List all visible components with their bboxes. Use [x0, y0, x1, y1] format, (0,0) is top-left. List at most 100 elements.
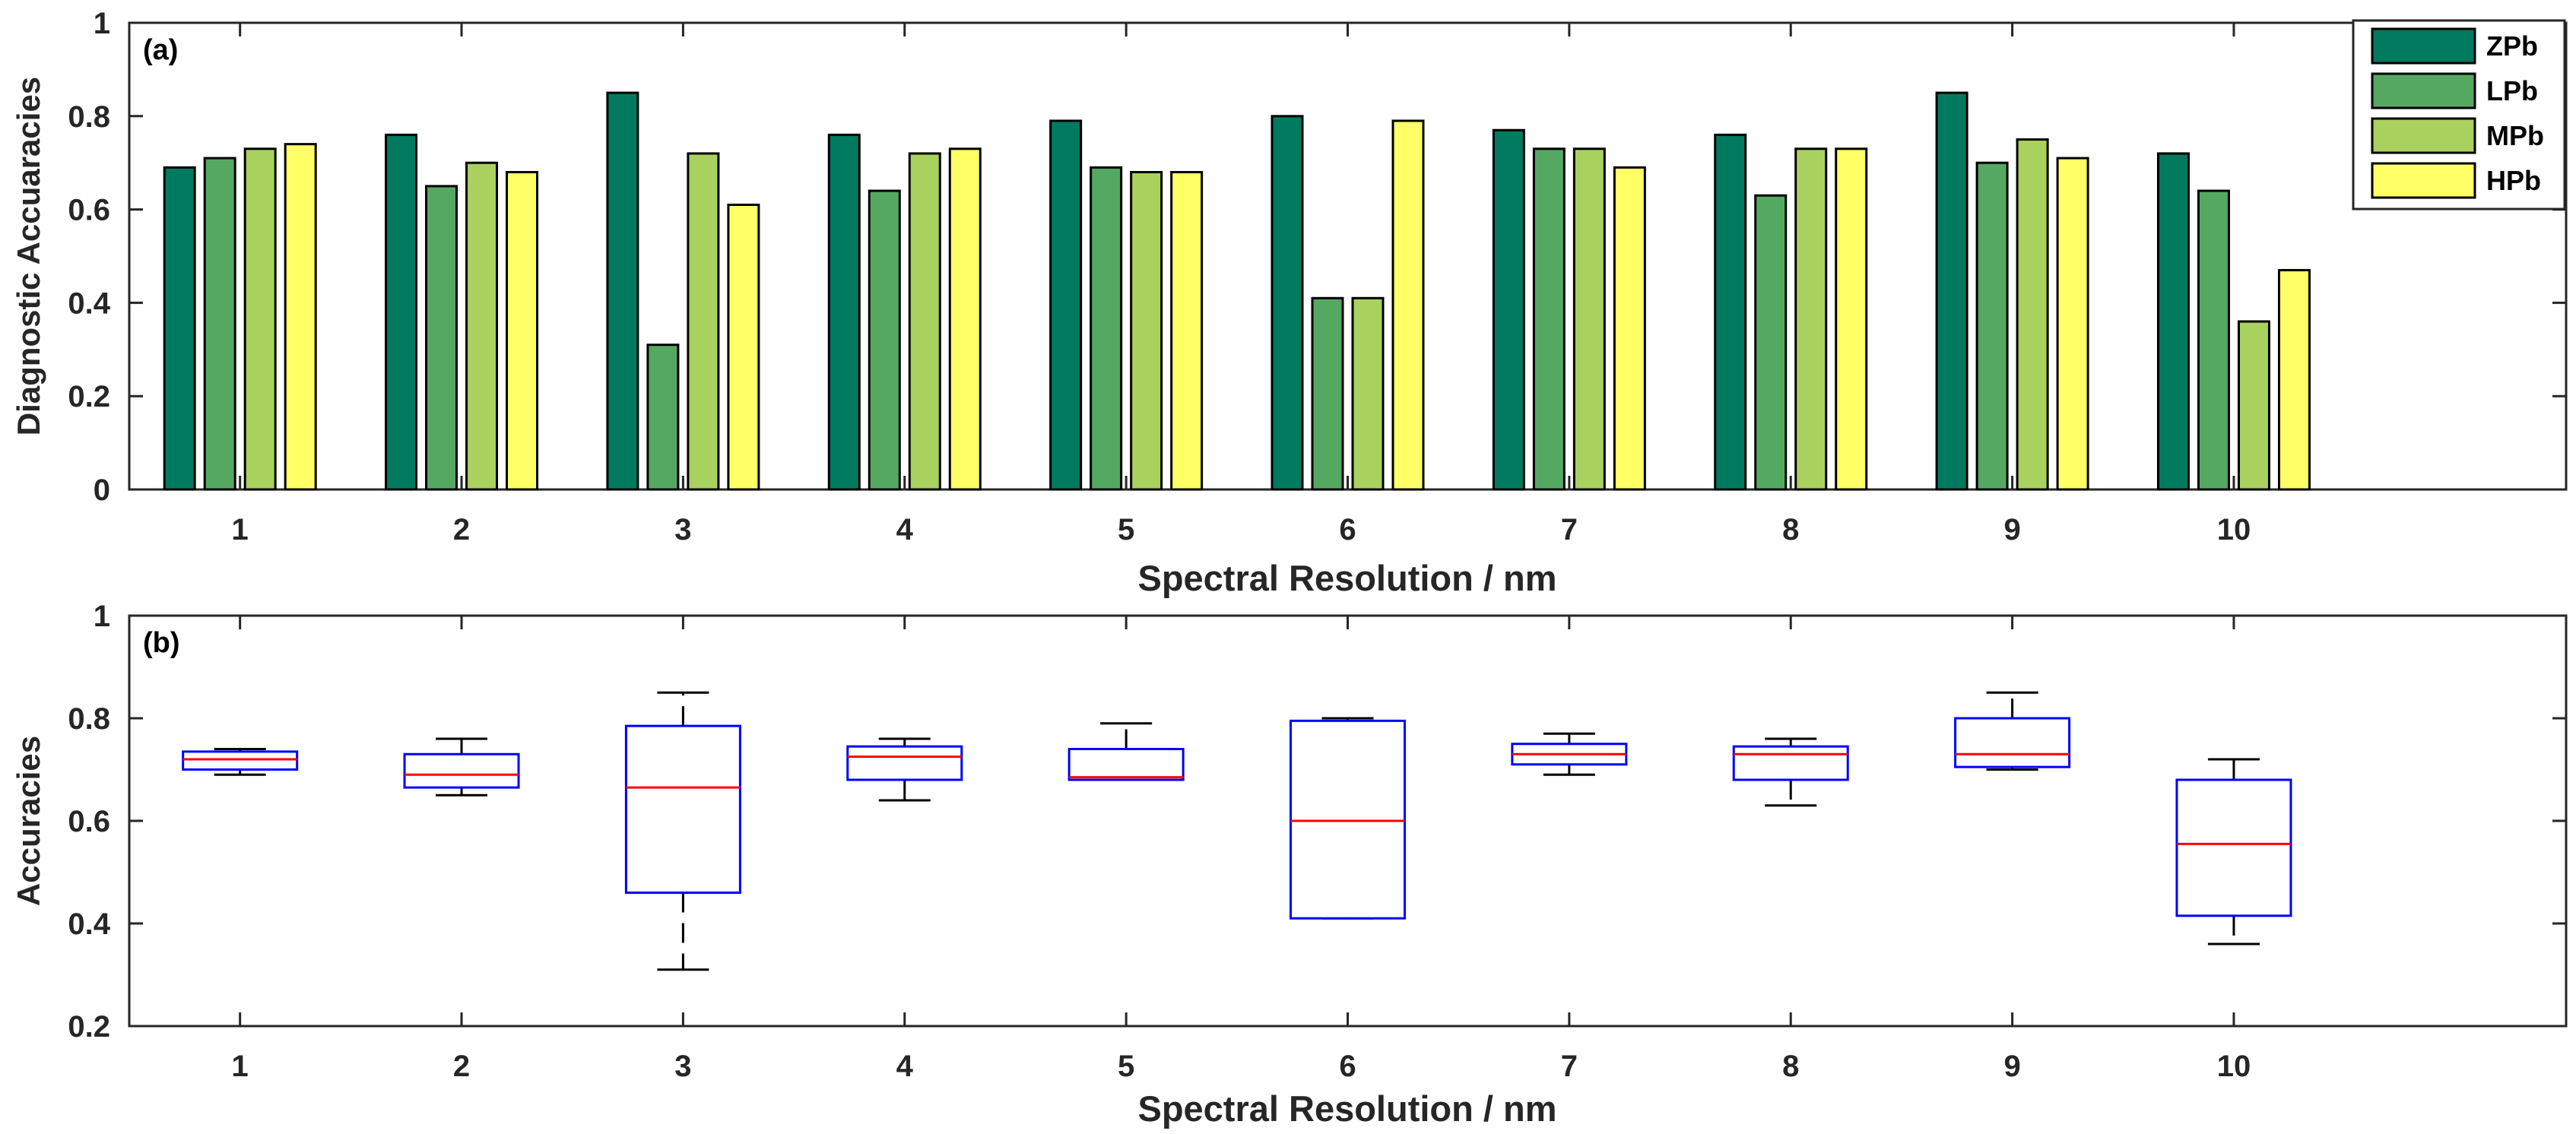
bar-zpb [827, 133, 861, 491]
x-tick-label: 10 [2217, 513, 2251, 546]
iqr-box [1068, 748, 1185, 781]
boxes [182, 691, 2292, 971]
y-tick-label: 0.4 [68, 908, 110, 941]
y-tick-label: 0.6 [68, 805, 110, 838]
box-plot [2175, 758, 2292, 946]
bar-lpb [646, 344, 680, 491]
legend-label: MPb [2486, 120, 2544, 151]
iqr-box [1732, 745, 1849, 781]
panel-label: (b) [143, 627, 180, 659]
x-tick-label: 4 [896, 513, 914, 546]
bar-hpb [948, 147, 982, 491]
box-plot [846, 737, 963, 802]
iqr-box [1290, 719, 1406, 920]
x-tick-label: 1 [232, 513, 249, 546]
y-axis-label: Diagnostic Accuaracies [11, 77, 46, 436]
bar-mpb [908, 152, 941, 491]
x-tick-label: 1 [232, 1050, 249, 1083]
bar-mpb [687, 152, 720, 491]
x-axis-label: Spectral Resolution / nm [1137, 1088, 1556, 1129]
iqr-box [2175, 778, 2292, 917]
bar-zpb [163, 166, 196, 491]
x-axis-label: Spectral Resolution / nm [1137, 558, 1556, 598]
iqr-box [403, 752, 520, 789]
bar-lpb [1975, 161, 2009, 491]
bar-mpb [1130, 170, 1163, 491]
bar-hpb [506, 170, 539, 491]
legend-label: HPb [2486, 165, 2541, 196]
x-tick-label: 7 [1561, 513, 1578, 546]
y-tick-label: 0.6 [68, 194, 110, 227]
panel-label: (a) [143, 34, 178, 66]
x-tick-label: 5 [1118, 513, 1134, 546]
x-tick-label: 7 [1561, 1050, 1578, 1083]
bar-hpb [284, 143, 317, 491]
bar-lpb [868, 189, 901, 491]
legend-swatch [2371, 72, 2476, 109]
legend-label: LPb [2486, 75, 2538, 106]
box-plot-panel: 0.2 0.4 0.6 0.8 1 1 2 3 4 5 6 7 8 9 10 (b) Spectral Re… [11, 600, 2568, 1129]
x-tick-label: 2 [453, 513, 470, 546]
bar-hpb [1613, 166, 1646, 491]
bar-lpb [1532, 147, 1566, 491]
bar-lpb [1754, 194, 1788, 491]
bar-hpb [2277, 268, 2311, 491]
x-tick-label: 6 [1339, 1050, 1356, 1083]
bar-zpb [1049, 119, 1083, 491]
bar-lpb [425, 185, 458, 491]
bar-zpb [1492, 128, 1525, 491]
iqr-box [624, 724, 741, 894]
bar-mpb [2237, 320, 2270, 491]
bar-lpb [1090, 166, 1123, 491]
x-tick-label: 3 [674, 1050, 691, 1083]
x-tick-label: 8 [1782, 513, 1799, 546]
bar-mpb [1351, 296, 1385, 491]
legend-swatch [2371, 27, 2476, 65]
y-tick-label: 0.2 [68, 380, 110, 413]
bar-lpb [203, 157, 236, 491]
x-tick-label: 4 [896, 1050, 914, 1083]
legend-swatch [2371, 117, 2476, 154]
y-axis-label: Accuracies [11, 736, 46, 906]
iqr-box [846, 745, 963, 781]
bar-hpb [1170, 170, 1204, 491]
bar-mpb [2016, 138, 2049, 491]
bar-hpb [727, 203, 760, 491]
legend-label: ZPb [2486, 30, 2538, 62]
box-plot [1068, 722, 1185, 781]
bar-chart-panel: 0 0.2 0.4 0.6 0.8 1 1 2 3 4 5 6 7 8 9 10 (a) Spectral R… [11, 7, 2568, 598]
bars [163, 91, 2311, 491]
y-tick-label: 0.8 [68, 702, 110, 736]
axis-ticks: 0.2 0.4 0.6 0.8 1 1 2 3 4 5 6 7 8 9 10 [68, 600, 2566, 1083]
y-tick-label: 0.8 [68, 100, 110, 134]
x-tick-label: 9 [2003, 1050, 2020, 1083]
box-plot [403, 737, 520, 797]
bar-hpb [2056, 157, 2089, 491]
bar-hpb [1391, 119, 1425, 491]
y-tick-label: 0.2 [68, 1010, 110, 1044]
bar-lpb [1311, 296, 1344, 491]
bar-zpb [606, 91, 639, 491]
bar-mpb [1572, 147, 1606, 491]
bar-lpb [2197, 189, 2230, 491]
bar-zpb [1935, 91, 1968, 491]
bar-hpb [1835, 147, 1868, 491]
box-plot [182, 748, 299, 776]
box-plot [1732, 737, 1849, 807]
bar-zpb [1271, 115, 1304, 491]
y-tick-label: 0.4 [68, 287, 110, 320]
x-tick-label: 10 [2217, 1050, 2251, 1083]
iqr-box [182, 750, 299, 771]
y-tick-label: 1 [94, 600, 110, 633]
x-tick-label: 5 [1118, 1050, 1134, 1083]
box-plot [1290, 717, 1406, 920]
x-tick-label: 9 [2003, 513, 2020, 546]
box-plot [1511, 732, 1628, 776]
bar-zpb [2156, 152, 2190, 491]
y-tick-label: 0 [94, 474, 110, 507]
bar-zpb [385, 133, 418, 491]
box-plot [1954, 691, 2071, 771]
iqr-box [1954, 717, 2071, 768]
x-tick-label: 6 [1339, 513, 1356, 546]
